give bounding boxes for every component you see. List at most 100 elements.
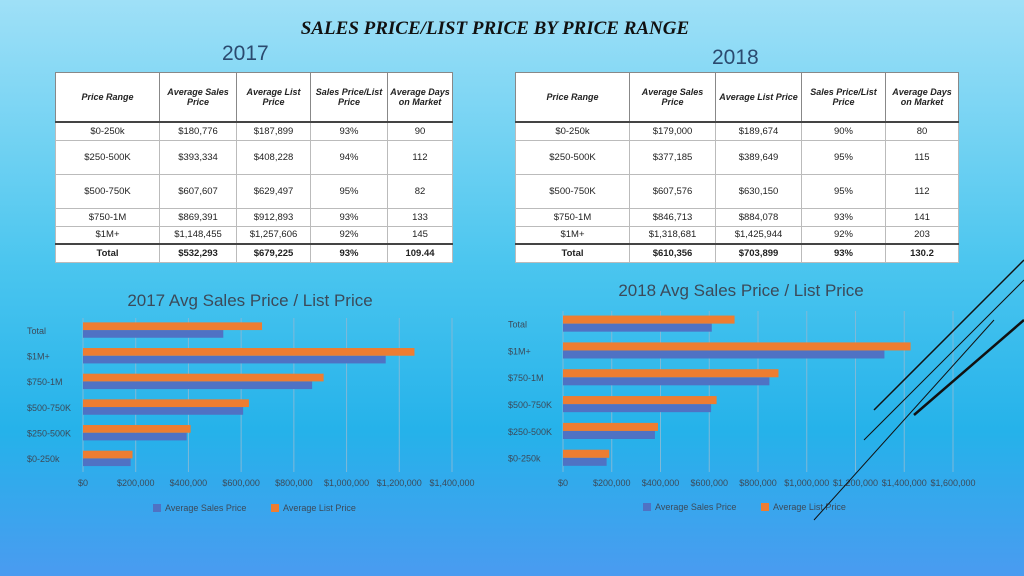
table-row: $250-500K $377,185 $389,649 95% 115 [515, 139, 959, 175]
table-cell: 93% [310, 243, 388, 263]
x-tick-label: $600,000 [690, 478, 728, 488]
bar-list-0 [563, 449, 610, 458]
year-2017-heading: 2017 [222, 42, 269, 65]
x-tick-label: $1,000,000 [324, 478, 369, 488]
table-cell: $1M+ [515, 225, 630, 245]
table-header-cell: Average Days on Market [387, 72, 453, 123]
table-2017: Price Range Average Sales Price Average Li… [55, 72, 453, 263]
table-header-cell: Average Sales Price [159, 72, 237, 123]
table-cell: $179,000 [629, 121, 716, 141]
x-tick-label: $600,000 [222, 478, 260, 488]
table-cell: $532,293 [159, 243, 237, 263]
table-row: $250-500K $393,334 $408,228 94% 112 [55, 139, 453, 175]
bar-list-4 [83, 348, 415, 356]
table-row: $500-750K $607,576 $630,150 95% 112 [515, 173, 959, 209]
y-category-label: $0-250k [508, 454, 541, 464]
table-row: $750-1M $846,713 $884,078 93% 141 [515, 207, 959, 227]
chart-2017: 2017 Avg Sales Price / List Price $0 $200,… [0, 282, 490, 522]
y-category-label: $750-1M [27, 377, 63, 387]
y-category-label: $500-750K [27, 403, 71, 413]
table-cell: $869,391 [159, 207, 237, 227]
bar-list-1 [563, 422, 658, 431]
table-cell: 95% [801, 173, 886, 209]
table-cell: $630,150 [715, 173, 802, 209]
table-cell: 92% [310, 225, 388, 245]
table-header-cell: Price Range [515, 72, 630, 123]
table-cell: 109.44 [387, 243, 453, 263]
table-row: Total $610,356 $703,899 93% 130.2 [515, 243, 959, 263]
table-cell: $1,148,455 [159, 225, 237, 245]
table-cell: $607,576 [629, 173, 716, 209]
table-cell: $180,776 [159, 121, 237, 141]
table-cell: $703,899 [715, 243, 802, 263]
x-tick-label: $1,000,000 [784, 478, 829, 488]
x-tick-label: $1,400,000 [882, 478, 927, 488]
table-header-cell: Price Range [55, 72, 160, 123]
x-tick-label: $0 [558, 478, 568, 488]
table-cell: 92% [801, 225, 886, 245]
table-cell: $189,674 [715, 121, 802, 141]
table-row: $0-250k $179,000 $189,674 90% 80 [515, 121, 959, 141]
x-tick-label: $800,000 [275, 478, 313, 488]
table-header-cell: Average List Price [715, 72, 802, 123]
bar-sales-4 [563, 350, 885, 359]
table-row: $0-250k $180,776 $187,899 93% 90 [55, 121, 453, 141]
table-cell: 112 [885, 173, 959, 209]
table-cell: 93% [801, 243, 886, 263]
table-cell: $500-750K [55, 173, 160, 209]
legend-swatch [153, 504, 161, 512]
bar-list-2 [563, 396, 717, 405]
table-cell: 82 [387, 173, 453, 209]
chart-title: 2017 Avg Sales Price / List Price [127, 291, 372, 310]
table-row: $1M+ $1,148,455 $1,257,606 92% 145 [55, 225, 453, 245]
table-cell: 133 [387, 207, 453, 227]
table-cell: 95% [310, 173, 388, 209]
legend-swatch [761, 503, 769, 511]
table-cell: 90% [801, 121, 886, 141]
y-category-label: $1M+ [508, 346, 531, 356]
table-cell: $884,078 [715, 207, 802, 227]
table-cell: $750-1M [515, 207, 630, 227]
table-cell: 115 [885, 139, 959, 175]
x-tick-label: $1,200,000 [377, 478, 422, 488]
table-cell: $389,649 [715, 139, 802, 175]
table-cell: $377,185 [629, 139, 716, 175]
x-tick-label: $400,000 [642, 478, 680, 488]
table-row: $500-750K $607,607 $629,497 95% 82 [55, 173, 453, 209]
table-cell: 141 [885, 207, 959, 227]
table-cell: $0-250k [55, 121, 160, 141]
table-cell: Total [55, 243, 160, 263]
bar-sales-1 [83, 432, 187, 441]
table-cell: $610,356 [629, 243, 716, 263]
y-category-label: $250-500K [27, 429, 71, 439]
table-cell: $408,228 [236, 139, 311, 175]
bar-sales-3 [83, 381, 313, 390]
table-header-cell: Average List Price [236, 72, 311, 123]
chart-title: 2018 Avg Sales Price / List Price [618, 281, 863, 300]
table-2018: Price Range Average Sales Price Average Li… [515, 72, 959, 263]
table-row: $1M+ $1,318,681 $1,425,944 92% 203 [515, 225, 959, 245]
bar-list-2 [83, 399, 249, 408]
table-header-cell: Average Days on Market [885, 72, 959, 123]
bar-sales-5 [563, 323, 712, 332]
bar-list-0 [83, 450, 133, 459]
bar-sales-5 [83, 330, 224, 338]
bar-list-4 [563, 342, 911, 351]
table-cell: $1,425,944 [715, 225, 802, 245]
table-cell: $607,607 [159, 173, 237, 209]
bar-sales-3 [563, 377, 770, 386]
y-category-label: $500-750K [508, 400, 552, 410]
bar-sales-2 [563, 404, 712, 413]
x-tick-label: $0 [78, 478, 88, 488]
x-tick-label: $200,000 [117, 478, 155, 488]
table-cell: 112 [387, 139, 453, 175]
table-cell: $750-1M [55, 207, 160, 227]
table-header-cell: Average Sales Price [629, 72, 716, 123]
table-cell: $679,225 [236, 243, 311, 263]
table-cell: $1M+ [55, 225, 160, 245]
legend-swatch [271, 504, 279, 512]
legend-label: Average Sales Price [655, 502, 736, 512]
decorative-lines [813, 259, 1024, 521]
table-cell: $912,893 [236, 207, 311, 227]
table-cell: $846,713 [629, 207, 716, 227]
